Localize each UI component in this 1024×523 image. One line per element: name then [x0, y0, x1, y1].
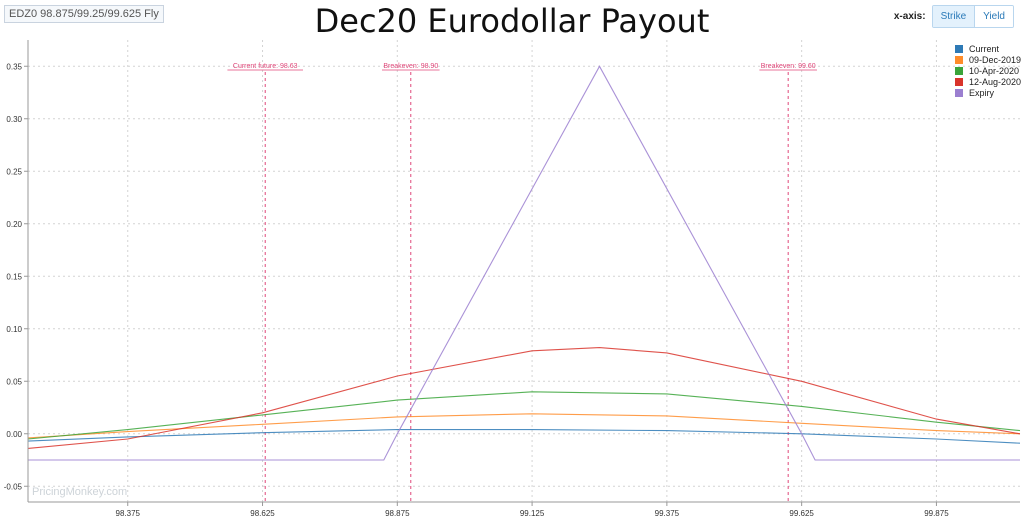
- y-tick-label: 0.10: [6, 325, 22, 334]
- x-tick-label: 98.625: [250, 509, 275, 518]
- legend-item[interactable]: 09-Dec-2019: [955, 54, 1021, 65]
- legend-swatch: [955, 77, 963, 86]
- annotation-label: Breakeven: 99.60: [761, 63, 816, 70]
- series-line-3: [27, 347, 1021, 449]
- series-line-2: [27, 391, 1021, 440]
- strike-toggle-button[interactable]: Strike: [932, 6, 975, 27]
- chart-title: Dec20 Eurodollar Payout: [314, 2, 710, 40]
- x-tick-label: 98.875: [385, 509, 410, 518]
- y-tick-label: 0.30: [6, 115, 22, 124]
- legend-label: 10-Apr-2020: [969, 65, 1020, 76]
- y-tick-label: 0.25: [6, 167, 22, 176]
- axis-layer: -0.05 0.00 0.05 0.10 0.15 0.20 0.25 0.30 0.35 98.…: [4, 40, 1020, 518]
- legend-item[interactable]: 12-Aug-2020: [955, 76, 1021, 87]
- series-line-4: [28, 65, 1020, 461]
- legend-swatch: [955, 88, 963, 97]
- legend-item[interactable]: 10-Apr-2020: [955, 65, 1021, 76]
- annotation-layer: Current future: 98.63 Breakeven: 98.90 Bre…: [227, 63, 817, 502]
- y-tick-label: 0.15: [6, 272, 22, 281]
- x-axis-toggle: Strike Yield: [931, 5, 1014, 28]
- legend-item[interactable]: Expiry: [955, 87, 1021, 98]
- y-tick-label: 0.05: [6, 377, 22, 386]
- series-line-1: [27, 413, 1021, 439]
- legend-swatch: [955, 44, 963, 53]
- product-label: EDZ0 98.875/99.25/99.625 Fly: [4, 5, 164, 23]
- x-axis-control-label: x-axis:: [893, 11, 926, 22]
- series-line-0: [27, 429, 1021, 444]
- legend-item[interactable]: Current: [955, 43, 1021, 54]
- legend: Current 09-Dec-2019 10-Apr-2020 12-Aug-2020…: [955, 43, 1021, 98]
- series-layer: [27, 65, 1021, 461]
- legend-label: 09-Dec-2019: [969, 54, 1022, 65]
- x-tick-label: 99.125: [520, 509, 545, 518]
- grid-layer: [28, 40, 1020, 502]
- watermark: PricingMonkey.com: [32, 486, 128, 498]
- legend-label: 12-Aug-2020: [969, 76, 1022, 87]
- legend-label: Expiry: [969, 87, 995, 98]
- legend-swatch: [955, 66, 963, 75]
- annotation-label: Current future: 98.63: [233, 63, 298, 70]
- y-tick-label: 0.20: [6, 220, 22, 229]
- x-tick-label: 99.625: [789, 509, 814, 518]
- x-tick-label: 99.375: [655, 509, 680, 518]
- legend-swatch: [955, 55, 963, 64]
- legend-label: Current: [969, 43, 1000, 54]
- yield-toggle-button[interactable]: Yield: [974, 6, 1013, 27]
- y-tick-label: 0.35: [6, 62, 22, 71]
- x-tick-label: 98.375: [116, 509, 141, 518]
- y-tick-label: -0.05: [4, 482, 23, 491]
- x-tick-label: 99.875: [924, 509, 949, 518]
- x-axis-control: x-axis: Strike Yield: [894, 5, 1014, 28]
- y-tick-label: 0.00: [6, 430, 22, 439]
- annotation-label: Breakeven: 98.90: [383, 63, 438, 70]
